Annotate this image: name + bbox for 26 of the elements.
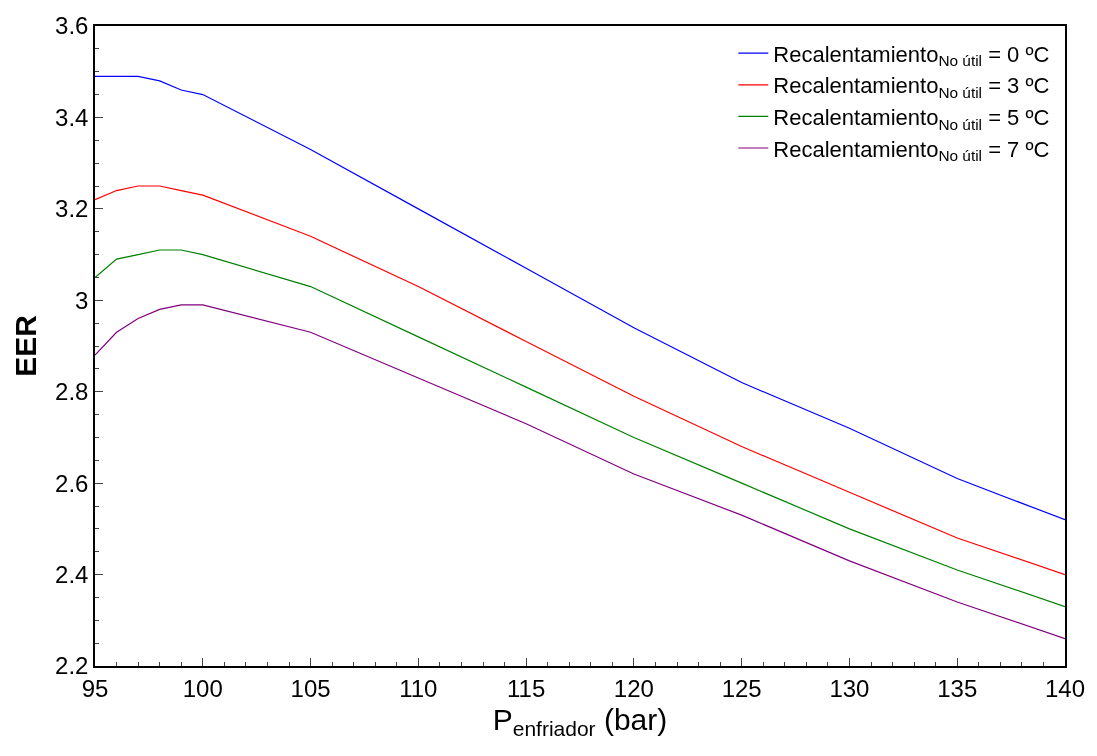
line-series — [95, 249, 1065, 608]
line-series — [95, 304, 1065, 640]
line-series — [95, 185, 1065, 576]
x-tick-label: 115 — [506, 674, 546, 702]
x-tick-label: 105 — [290, 674, 331, 702]
y-tick-label: 3.2 — [55, 195, 89, 223]
x-tick-label: 120 — [613, 674, 654, 702]
x-tick-label: 110 — [399, 674, 438, 702]
x-tick-label: 135 — [937, 674, 978, 702]
legend-label: Recalentamiento$_{No útil}$ = 7 ºC — [773, 136, 1050, 165]
x-tick-label: 130 — [829, 674, 870, 702]
legend-label: Recalentamiento$_{No útil}$ = 5 ºC — [773, 104, 1050, 133]
y-tick-label: 2.8 — [55, 378, 89, 406]
y-tick-label: 3.6 — [55, 12, 89, 40]
x-tick-label: 140 — [1044, 674, 1086, 702]
y-tick-label: 2.4 — [55, 560, 89, 588]
x-tick-label: 100 — [182, 674, 223, 702]
y-tick-label: 3 — [75, 286, 89, 314]
line-series — [95, 75, 1065, 521]
y-tick-label: 3.4 — [55, 103, 89, 131]
legend-label: Recalentamiento$_{No útil}$ = 0 ºC — [773, 41, 1050, 70]
legend-label: Recalentamiento$_{No útil}$ = 3 ºC — [773, 73, 1050, 101]
x-tick-label: 125 — [721, 674, 762, 702]
x-axis-title: P$_{enfriador}$ (bar) — [492, 702, 668, 740]
y-axis-title: EER — [8, 314, 42, 377]
y-tick-label: 2.6 — [55, 469, 89, 497]
